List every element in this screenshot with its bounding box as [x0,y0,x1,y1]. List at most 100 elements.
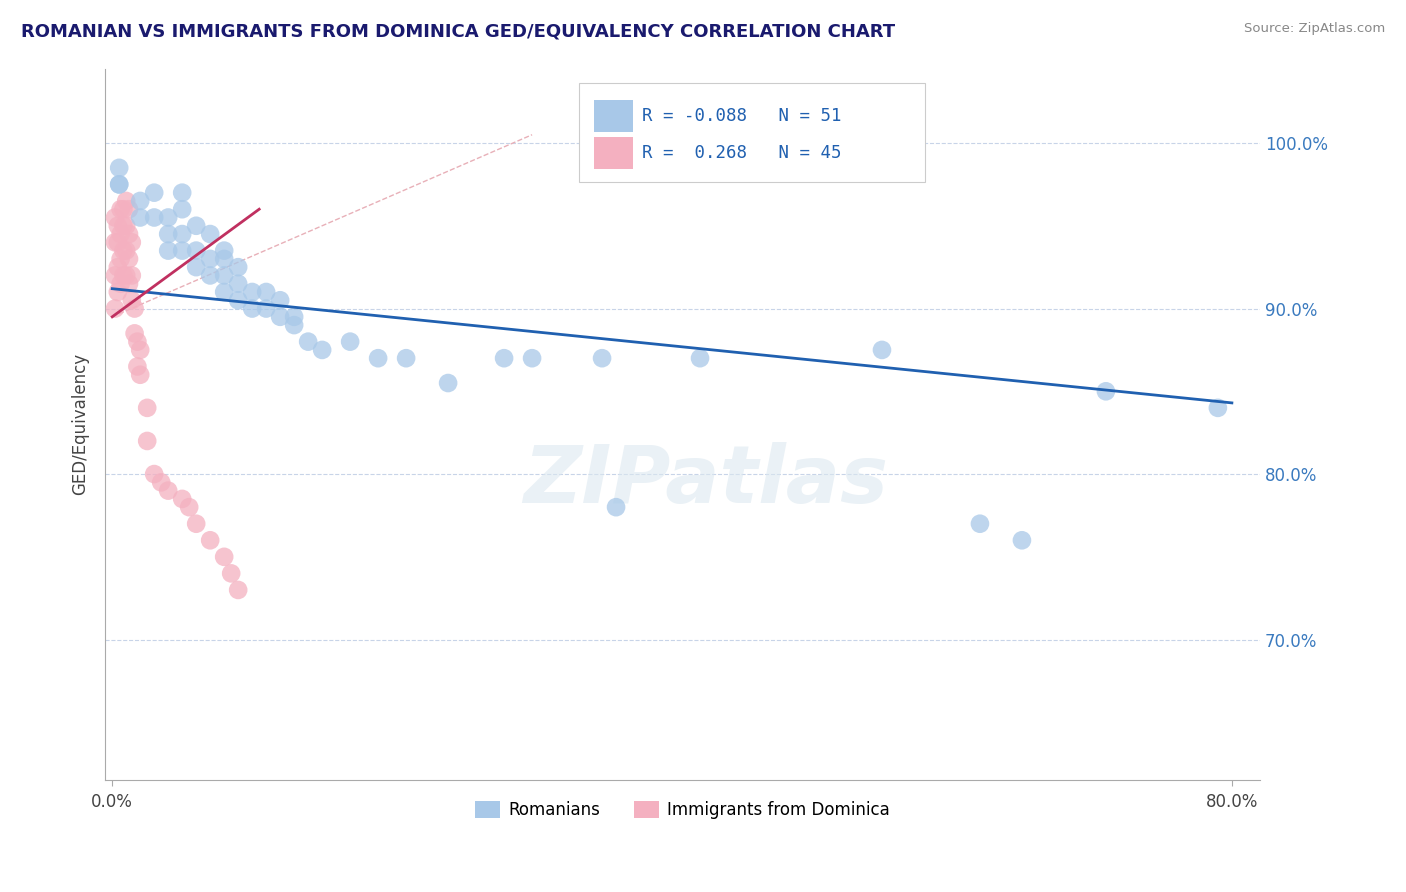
Y-axis label: GED/Equivalency: GED/Equivalency [72,353,89,495]
Point [172,227,194,241]
Point [212,252,235,266]
Point [143,186,166,200]
Point [127,334,149,349]
Point [186,516,208,531]
Point [212,244,235,258]
Point [297,334,319,349]
FancyBboxPatch shape [579,83,925,182]
Point [129,194,152,208]
Point [121,293,143,308]
Point [118,227,141,241]
Point [115,268,138,283]
Point [689,351,711,366]
Point [254,301,277,316]
Point [226,277,249,291]
FancyBboxPatch shape [593,136,633,169]
Point [172,202,194,217]
Point [110,202,132,217]
Point [157,244,180,258]
Point [605,500,627,515]
Text: ROMANIAN VS IMMIGRANTS FROM DOMINICA GED/EQUIVALENCY CORRELATION CHART: ROMANIAN VS IMMIGRANTS FROM DOMINICA GED… [21,22,896,40]
Point [219,566,242,581]
Point [112,219,135,233]
Point [143,211,166,225]
Point [186,260,208,275]
Point [395,351,418,366]
Point [591,351,613,366]
Point [112,268,135,283]
Point [107,219,129,233]
Point [494,351,516,366]
Point [121,235,143,250]
Text: Source: ZipAtlas.com: Source: ZipAtlas.com [1244,22,1385,36]
Point [1095,384,1118,399]
Point [110,277,132,291]
Point [212,285,235,299]
Point [172,186,194,200]
Point [115,219,138,233]
Point [240,301,263,316]
Point [240,285,263,299]
Point [283,318,305,332]
Point [198,252,221,266]
Point [367,351,389,366]
Point [104,211,127,225]
Point [198,268,221,283]
Point [107,285,129,299]
Point [124,326,146,341]
Point [112,244,135,258]
Point [157,211,180,225]
Point [520,351,543,366]
Point [108,178,131,192]
Point [311,343,333,357]
Point [969,516,991,531]
Point [110,252,132,266]
Point [226,582,249,597]
Point [108,178,131,192]
Point [127,359,149,374]
Point [226,260,249,275]
Point [124,301,146,316]
Point [104,235,127,250]
Point [1206,401,1229,415]
Point [339,334,361,349]
Point [172,491,194,506]
Point [172,244,194,258]
Point [179,500,201,515]
Point [269,310,291,324]
Text: ZIPatlas: ZIPatlas [523,442,889,520]
Point [283,310,305,324]
Point [198,227,221,241]
Point [186,219,208,233]
Point [112,202,135,217]
Point [107,260,129,275]
Point [108,161,131,175]
Point [269,293,291,308]
Text: R = -0.088   N = 51: R = -0.088 N = 51 [643,107,842,125]
Point [186,244,208,258]
Point [115,194,138,208]
Point [254,285,277,299]
Point [870,343,893,357]
Point [157,483,180,498]
Point [157,227,180,241]
Point [115,244,138,258]
Legend: Romanians, Immigrants from Dominica: Romanians, Immigrants from Dominica [468,794,897,825]
Point [150,475,173,490]
Point [104,301,127,316]
Point [136,401,159,415]
Point [107,235,129,250]
Point [143,467,166,481]
FancyBboxPatch shape [593,100,633,132]
Point [118,202,141,217]
Point [198,533,221,548]
Point [129,211,152,225]
Point [1011,533,1033,548]
Point [136,434,159,448]
Point [104,268,127,283]
Point [226,293,249,308]
Point [121,268,143,283]
Point [110,227,132,241]
Point [212,549,235,564]
Point [118,277,141,291]
